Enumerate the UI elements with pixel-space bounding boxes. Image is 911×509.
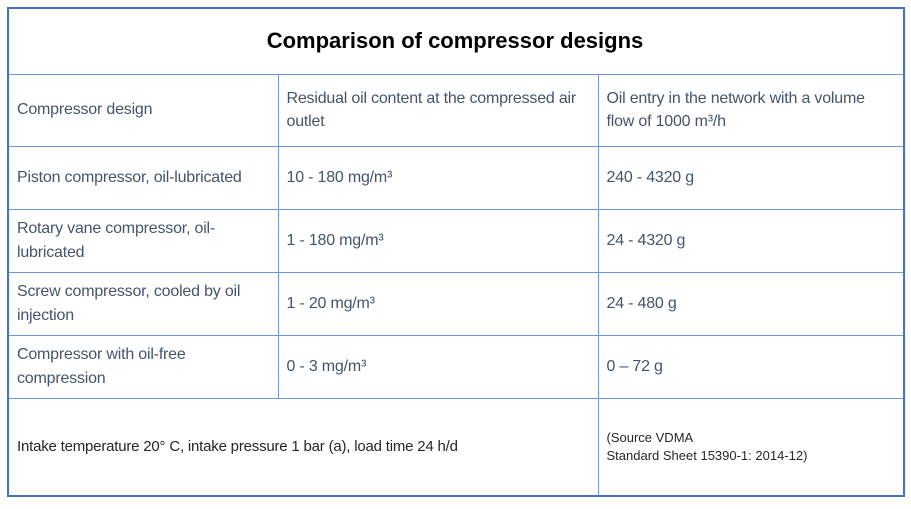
table-row: Piston compressor, oil-lubricated 10 - 1…	[7, 145, 905, 210]
source-line-2: Standard Sheet 15390-1: 2014-12)	[606, 447, 808, 463]
oil-entry-cell: 24 - 480 g	[597, 271, 905, 336]
oil-entry-cell: 240 - 4320 g	[597, 145, 905, 210]
design-cell: Piston compressor, oil-lubricated	[7, 145, 279, 210]
design-cell: Compressor with oil-free compression	[7, 334, 279, 399]
header-row: Compressor design Residual oil content a…	[7, 73, 905, 147]
footnote-cell: Intake temperature 20° C, intake pressur…	[7, 397, 599, 497]
residual-oil-cell: 1 - 180 mg/m³	[277, 208, 599, 273]
header-oil-entry: Oil entry in the network with a volume f…	[597, 73, 905, 147]
residual-oil-cell: 10 - 180 mg/m³	[277, 145, 599, 210]
source-line-1: (Source VDMA	[606, 430, 694, 446]
header-compressor-design: Compressor design	[7, 73, 279, 147]
table-row: Screw compressor, cooled by oil injectio…	[7, 271, 905, 336]
design-cell: Screw compressor, cooled by oil injectio…	[7, 271, 279, 336]
title-row: Comparison of compressor designs	[7, 7, 905, 75]
header-residual-oil-content: Residual oil content at the compressed a…	[277, 73, 599, 147]
footer-row: Intake temperature 20° C, intake pressur…	[7, 397, 905, 497]
comparison-table: Comparison of compressor designs Compres…	[7, 7, 906, 497]
residual-oil-cell: 1 - 20 mg/m³	[277, 271, 599, 336]
oil-entry-cell: 0 – 72 g	[597, 334, 905, 399]
table-row: Compressor with oil-free compression 0 -…	[7, 334, 905, 399]
source-cell: (Source VDMA Standard Sheet 15390-1: 201…	[597, 397, 905, 497]
residual-oil-cell: 0 - 3 mg/m³	[277, 334, 599, 399]
table-row: Rotary vane compressor, oil-lubricated 1…	[7, 208, 905, 273]
design-cell: Rotary vane compressor, oil-lubricated	[7, 208, 279, 273]
page-title: Comparison of compressor designs	[7, 7, 905, 75]
oil-entry-cell: 24 - 4320 g	[597, 208, 905, 273]
